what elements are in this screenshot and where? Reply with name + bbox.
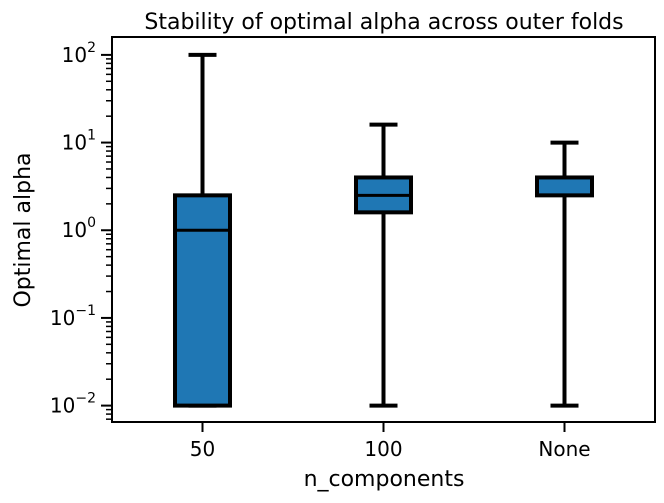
x-tick-label: 100 xyxy=(364,437,402,461)
plot-area: 10−2 10−1 100 101 102 50 100 None xyxy=(50,36,656,461)
plot-frame xyxy=(111,36,656,423)
x-tick-label: 50 xyxy=(190,437,215,461)
iqr-box xyxy=(535,175,594,198)
x-axis-label: n_components xyxy=(304,467,465,492)
y-tick-label: 102 xyxy=(62,40,96,67)
y-tick-label: 10−2 xyxy=(50,391,96,418)
y-tick-label: 101 xyxy=(62,128,96,155)
y-tick-label: 100 xyxy=(62,215,96,242)
chart-title: Stability of optimal alpha across outer … xyxy=(144,10,623,35)
y-axis-label: Optimal alpha xyxy=(11,152,36,307)
iqr-box xyxy=(173,193,232,408)
y-tick-label: 10−1 xyxy=(50,303,96,330)
x-tick-label: None xyxy=(538,437,590,461)
